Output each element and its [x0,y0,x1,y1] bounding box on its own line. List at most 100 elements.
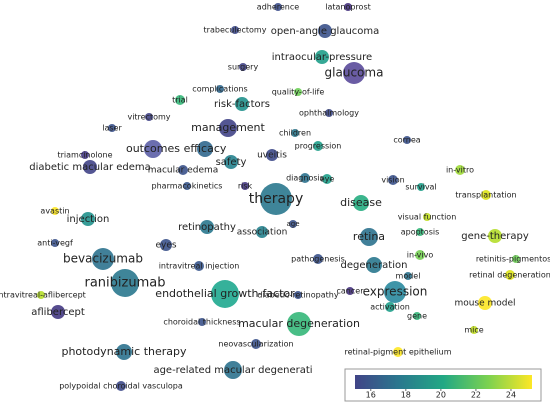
node [346,287,354,295]
node-label: activation [370,303,410,312]
node [287,312,311,336]
node-label: pathogenesis [291,255,345,264]
node-label: apoptosis [401,228,440,237]
node-label: diabetic-retinopathy [257,291,338,300]
node-label: diabetic macular edema [29,162,151,173]
node-label: choroidal thickness [163,318,240,327]
node [488,229,502,243]
node-label: retinal-pigment epithelium [345,348,452,357]
colorbar-tick-label: 20 [436,391,446,400]
node-label: adherence [257,3,299,12]
node [274,3,282,11]
node-label: pharmacokinetics [152,182,223,191]
node [211,280,239,308]
node [313,141,323,151]
node [239,63,247,71]
node-label: vitrectomy [127,113,170,122]
node [417,183,425,191]
node-label: latanoprost [325,3,371,12]
node [322,174,332,184]
node [111,269,139,297]
node [385,302,395,312]
node [216,85,224,93]
node-label: model [396,272,421,281]
node [83,160,97,174]
node [235,97,249,111]
node [116,381,126,391]
colorbar-tick-label: 18 [401,391,411,400]
colorbar-tick-label: 24 [506,391,516,400]
node-label: retina [353,230,385,243]
node [478,296,492,310]
node-label: glaucoma [325,66,384,80]
node [194,261,204,271]
colorbar [355,375,532,389]
node [289,220,297,228]
node-label: expression [363,285,428,299]
node-label: ranibizumab [85,276,166,291]
node [51,207,59,215]
node-label: risk [238,182,253,191]
node-label: outcomes [126,142,180,155]
node [294,291,302,299]
node-label: open-angle glaucoma [271,26,380,37]
node-label: management [191,121,265,134]
node [251,339,261,349]
node-label: retinitis-pigmentosa [476,255,550,264]
node [470,326,478,334]
node [51,239,59,247]
node-label: age-related macular degenerati [153,365,312,376]
node [200,220,214,234]
node-label: polypoidal choroidal vasculopa [59,382,183,391]
node [343,62,365,84]
node [318,24,332,38]
node-label: degeneration [341,260,408,271]
node [81,151,89,159]
node-label: age [286,220,299,228]
node [266,149,278,161]
node-label: intravitreal injection [159,262,240,271]
node [198,318,206,326]
node [178,165,188,175]
node [92,248,114,270]
node [108,124,116,132]
node [300,173,310,183]
node [393,347,403,357]
node-label: safety [216,157,247,168]
node-label: visual function [398,213,457,222]
node-label: disease [340,196,382,209]
node [403,136,411,144]
node-label: injection [67,214,110,225]
node [116,344,132,360]
node [37,291,45,299]
node [325,109,333,117]
node-label: cornea [393,136,420,145]
node [294,88,302,96]
node [366,257,382,273]
node-label: macular edema [148,166,219,176]
node-label: vision [381,176,404,185]
node-label: trabeculectomy [204,26,267,35]
node [224,361,242,379]
node-label: eye [320,175,335,184]
node [224,155,238,169]
node-label: intravitreal-aflibercept [0,291,86,300]
node [315,50,329,64]
node-label: survival [405,183,436,192]
node-label: in-vitro [446,166,474,175]
node [388,175,398,185]
node-label: anti-vegf [37,239,73,248]
node-label: therapy [249,191,303,207]
node-label: aflibercept [31,307,85,318]
node-label: surgery [228,63,259,72]
node [81,212,95,226]
node [423,213,431,221]
node [344,3,352,11]
node [353,195,369,211]
node-label: gene-therapy [461,231,529,242]
node-label: retinopathy [178,222,236,233]
node [144,140,162,158]
node [160,239,172,251]
node-label: diagnosis [286,174,324,183]
node-label: photodynamic therapy [61,345,187,358]
